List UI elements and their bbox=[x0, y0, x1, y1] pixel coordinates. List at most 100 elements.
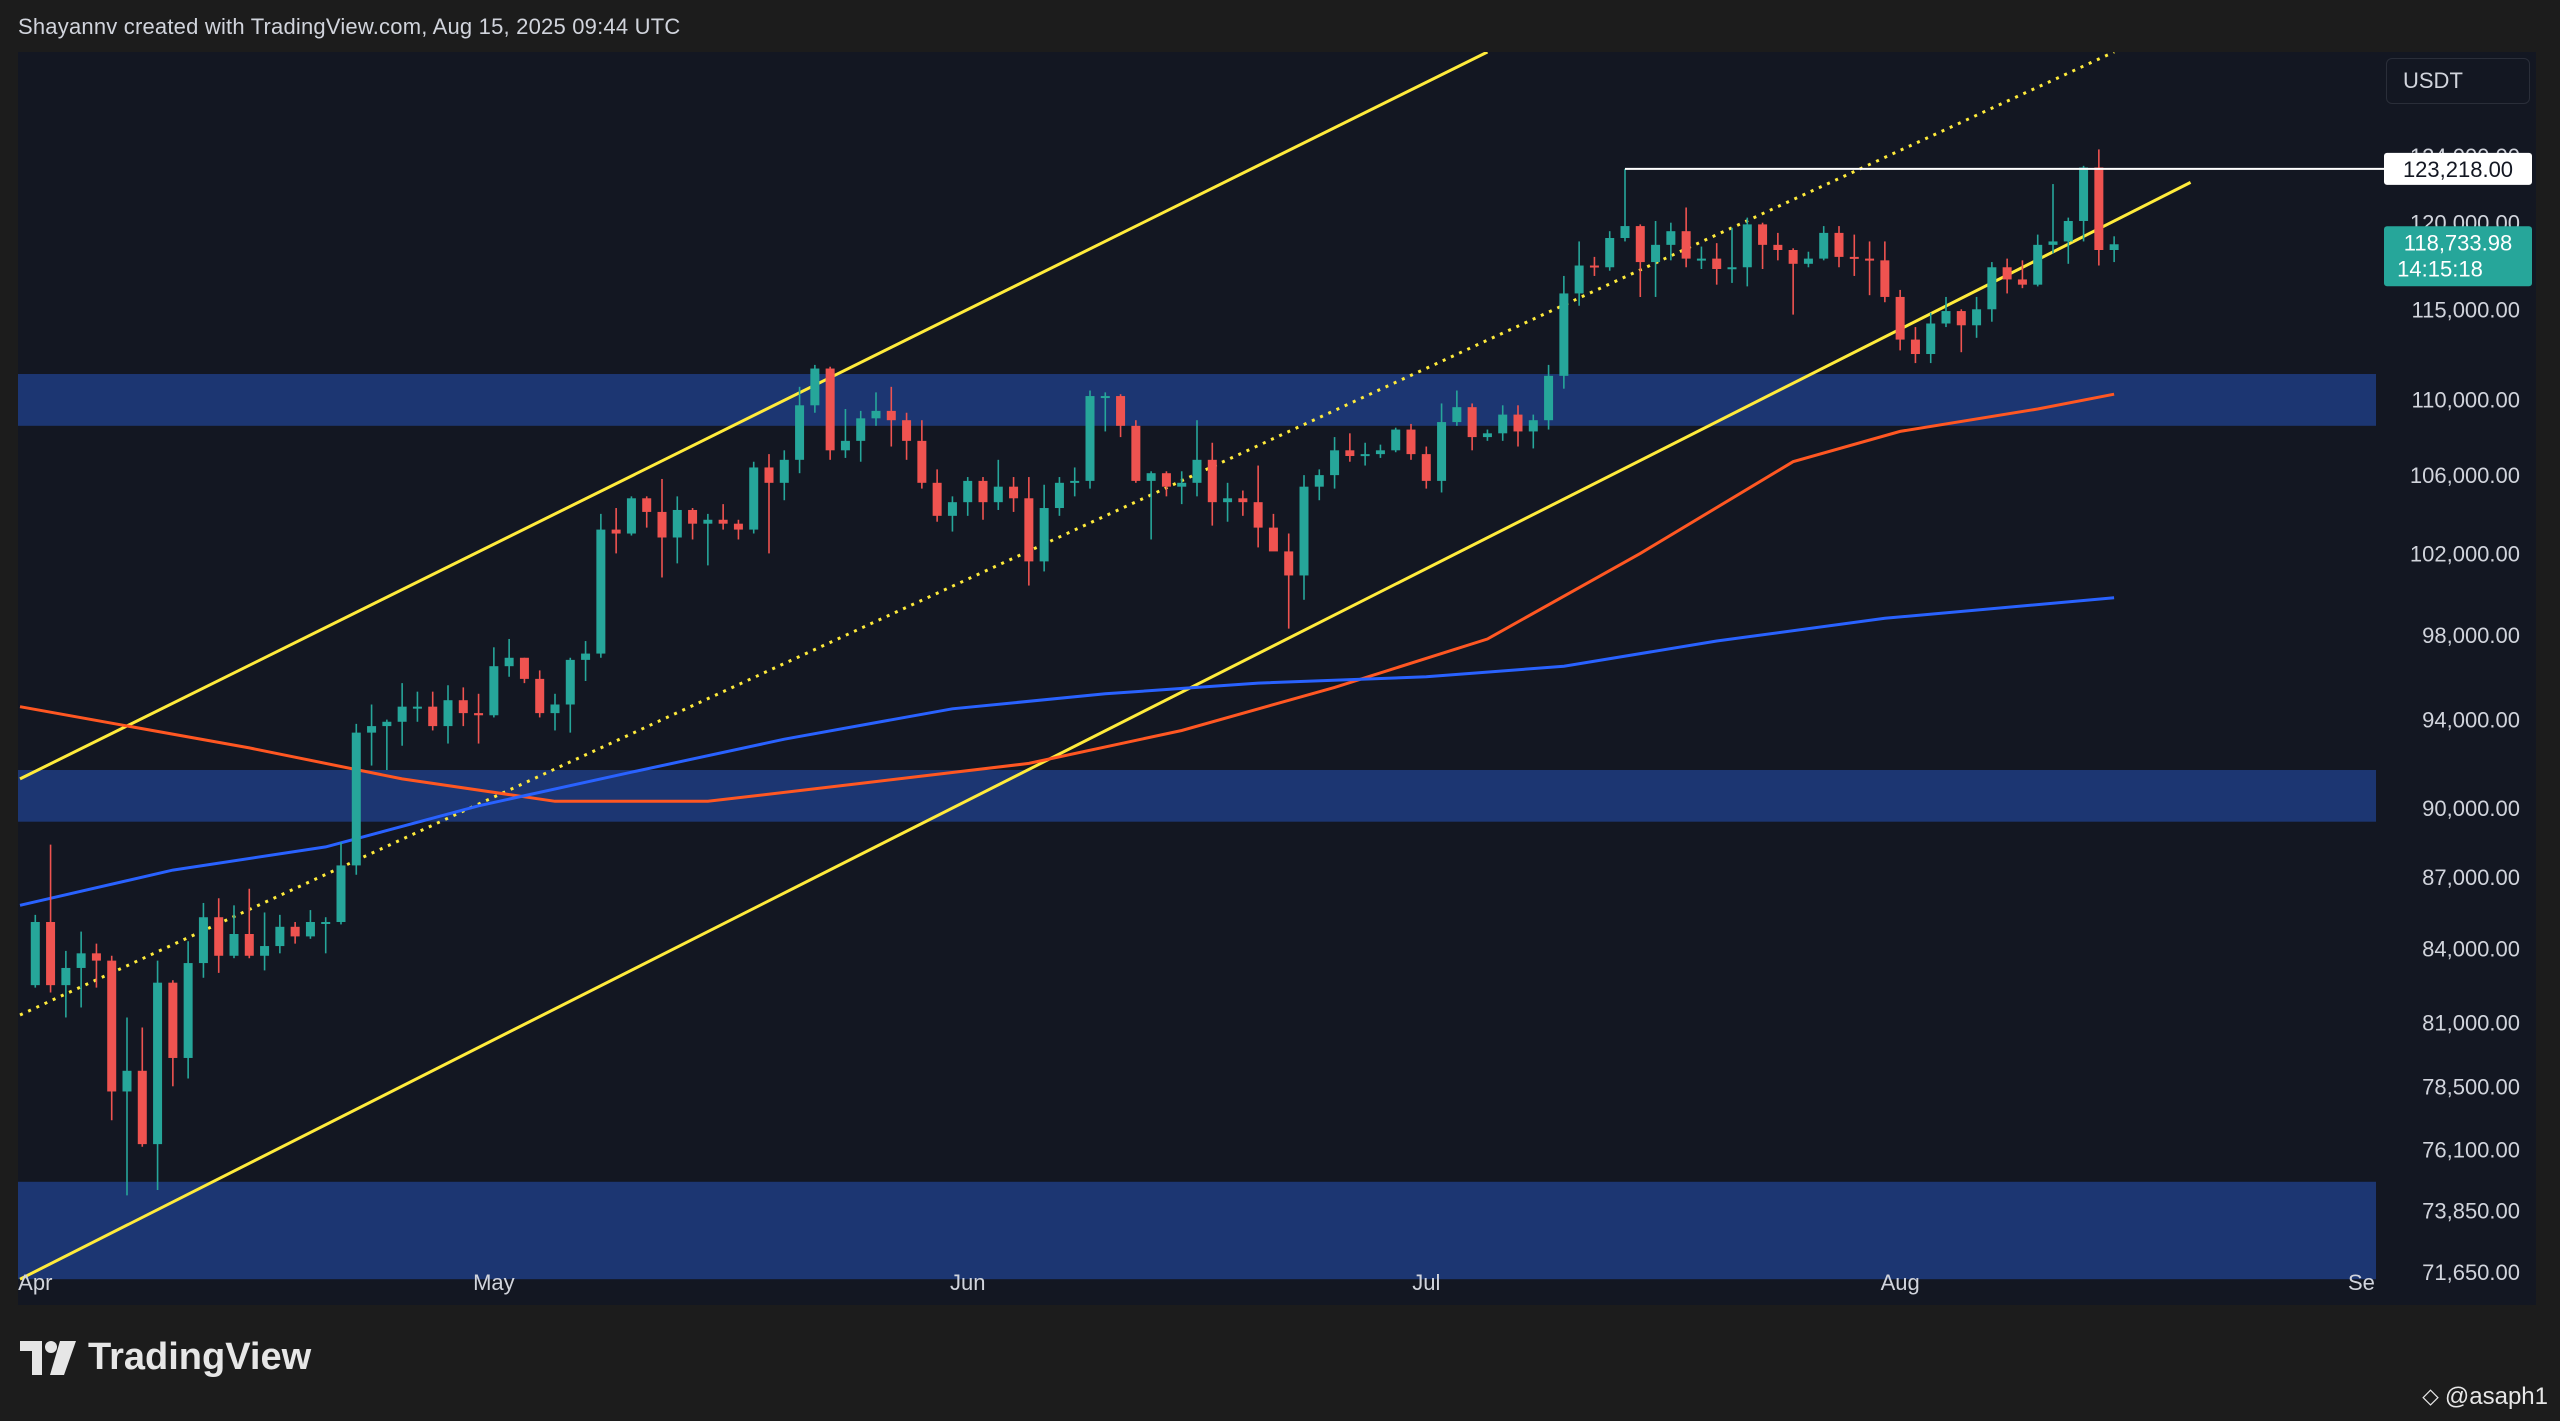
support-resistance-zone bbox=[18, 1181, 2376, 1280]
candle bbox=[76, 931, 86, 1008]
candle-body bbox=[856, 418, 866, 441]
candle bbox=[2079, 165, 2089, 242]
tradingview-logo[interactable]: TradingView bbox=[20, 1336, 311, 1379]
candle bbox=[1009, 477, 1019, 512]
candle-body bbox=[2048, 241, 2058, 245]
candle-body bbox=[718, 519, 728, 524]
candle-body bbox=[183, 963, 193, 1058]
candle bbox=[1314, 469, 1324, 501]
candle bbox=[1865, 241, 1875, 296]
candle bbox=[458, 687, 468, 727]
candle-body bbox=[1926, 323, 1936, 355]
candle-body bbox=[871, 410, 881, 419]
candle bbox=[856, 410, 866, 462]
candle-body bbox=[642, 498, 652, 512]
candle bbox=[260, 912, 270, 971]
price-axis-tick: 106,000.00 bbox=[2410, 463, 2520, 488]
candle bbox=[61, 950, 71, 1018]
candle bbox=[1177, 471, 1187, 505]
candle-body bbox=[1039, 508, 1049, 562]
candle-body bbox=[1880, 260, 1890, 297]
currency-selector[interactable]: USDT bbox=[2386, 58, 2530, 104]
plot-area[interactable] bbox=[18, 52, 2376, 1305]
candle-body bbox=[1834, 232, 1844, 257]
candle bbox=[30, 914, 40, 988]
candle bbox=[825, 366, 835, 460]
candle-body bbox=[1803, 258, 1813, 264]
candle-body bbox=[489, 666, 499, 716]
candle-body bbox=[229, 933, 239, 956]
candle bbox=[1544, 364, 1554, 430]
tradingview-logo-icon bbox=[20, 1340, 76, 1375]
candle bbox=[1192, 420, 1202, 497]
candle-body bbox=[1895, 296, 1905, 340]
candle bbox=[1467, 403, 1477, 451]
candle bbox=[1116, 394, 1126, 438]
candle-body bbox=[1467, 407, 1477, 438]
candle-body bbox=[1116, 396, 1126, 426]
candle-body bbox=[1987, 267, 1997, 310]
candle bbox=[214, 898, 224, 973]
candle-body bbox=[1192, 459, 1202, 483]
price-axis-tick: 110,000.00 bbox=[2412, 388, 2520, 413]
candle bbox=[367, 704, 377, 766]
candle-body bbox=[428, 706, 438, 727]
candle-body bbox=[1375, 450, 1385, 455]
candle bbox=[1100, 392, 1110, 432]
candle bbox=[1727, 227, 1737, 283]
candle bbox=[198, 902, 208, 978]
candle-body bbox=[382, 721, 392, 727]
candle-body bbox=[1681, 231, 1691, 259]
candle-body bbox=[565, 659, 575, 705]
candle-body bbox=[519, 657, 529, 679]
candle-body bbox=[2063, 220, 2073, 242]
candle-body bbox=[963, 480, 973, 503]
candle-body bbox=[1268, 527, 1278, 552]
candle-body bbox=[290, 926, 300, 937]
candle-body bbox=[1421, 454, 1431, 481]
candle-body bbox=[412, 706, 422, 709]
candle bbox=[611, 508, 621, 554]
candle bbox=[1528, 414, 1538, 449]
candle bbox=[1910, 327, 1920, 364]
candle bbox=[1238, 490, 1248, 516]
candle-body bbox=[443, 700, 453, 727]
candle bbox=[1375, 444, 1385, 458]
candle-body bbox=[1345, 450, 1355, 457]
candle bbox=[871, 392, 881, 426]
candle bbox=[626, 496, 636, 536]
candle bbox=[1651, 220, 1661, 297]
candle-body bbox=[1773, 244, 1783, 251]
candle bbox=[1742, 217, 1752, 287]
candle-body bbox=[703, 519, 713, 524]
candle bbox=[519, 657, 529, 684]
candle bbox=[1421, 446, 1431, 489]
candle-body bbox=[840, 440, 850, 451]
candle bbox=[1574, 241, 1584, 306]
candle-body bbox=[321, 922, 331, 925]
candle bbox=[1956, 309, 1966, 353]
candle bbox=[122, 1017, 132, 1196]
candle-body bbox=[397, 706, 407, 722]
candle bbox=[137, 1027, 147, 1147]
support-resistance-zone bbox=[18, 770, 2376, 822]
candle bbox=[1880, 241, 1890, 303]
candle-body bbox=[1788, 250, 1798, 264]
candle-body bbox=[626, 498, 636, 534]
candle bbox=[336, 842, 346, 925]
candle-body bbox=[30, 922, 40, 986]
candle-body bbox=[1941, 311, 1951, 324]
candle-body bbox=[1712, 258, 1722, 269]
support-resistance-zone bbox=[18, 374, 2376, 426]
candle bbox=[1696, 246, 1706, 269]
candle-body bbox=[917, 440, 927, 483]
candle-body bbox=[46, 922, 56, 986]
candle-body bbox=[214, 917, 224, 956]
candle-body bbox=[1207, 459, 1217, 503]
candle-body bbox=[336, 865, 346, 923]
price-axis-tick: 94,000.00 bbox=[2422, 708, 2520, 733]
channel-line bbox=[19, 181, 2192, 1281]
candle-body bbox=[902, 420, 912, 441]
